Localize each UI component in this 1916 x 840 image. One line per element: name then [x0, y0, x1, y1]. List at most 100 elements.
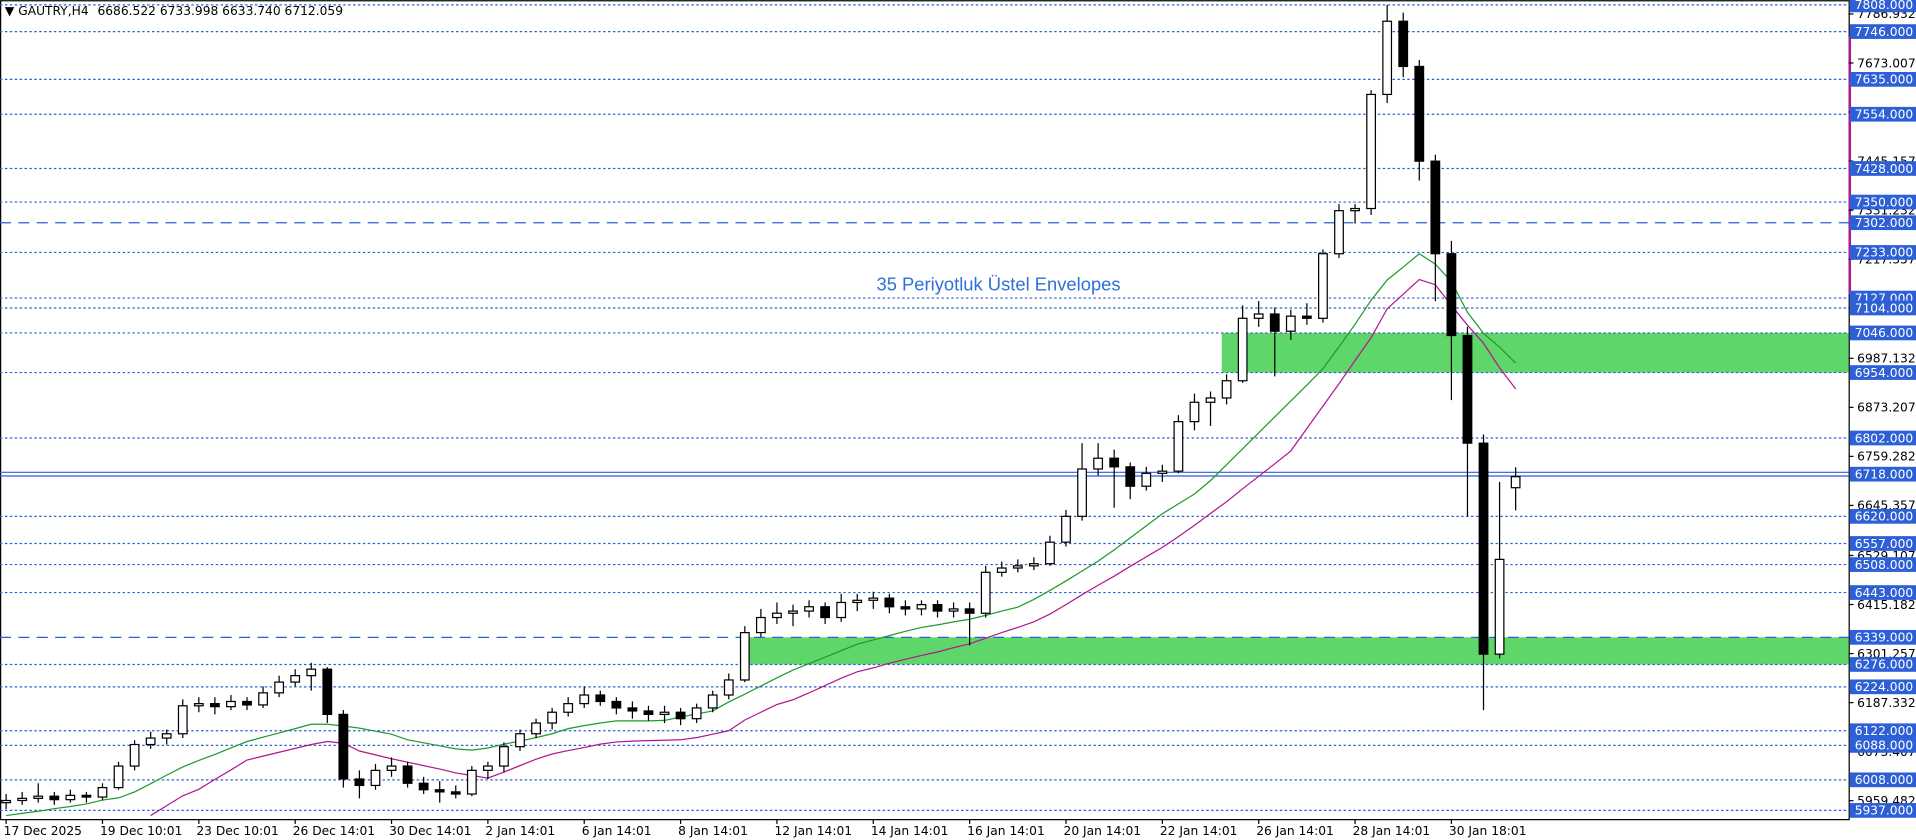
candle-body	[916, 603, 927, 610]
candle-body	[338, 713, 349, 780]
x-tick-label: 28 Jan 14:01	[1353, 824, 1431, 838]
x-tick-label: 30 Jan 18:01	[1449, 824, 1527, 838]
candle-body	[17, 797, 28, 802]
header: ▼ GAUTRY,H4 6686.522 6733.998 6633.740 6…	[5, 4, 343, 18]
candle-body	[81, 794, 92, 798]
candle-body	[434, 789, 445, 793]
candle-body	[1398, 20, 1409, 68]
candle-body	[739, 631, 750, 681]
candle-body	[113, 765, 124, 789]
candle-body	[1028, 563, 1039, 567]
level-label-box	[1849, 161, 1916, 176]
level-label-box	[1849, 466, 1916, 482]
candle-body	[65, 794, 76, 801]
level-label-box	[1849, 0, 1916, 13]
x-tick-label: 26 Jan 14:01	[1256, 824, 1334, 838]
candle-body	[450, 791, 461, 795]
candle-body	[1318, 253, 1328, 319]
level-label: 6276.000	[1855, 658, 1913, 672]
level-label: 7746.000	[1855, 25, 1913, 39]
level-label-box	[1849, 24, 1916, 39]
level-label: 6802.000	[1855, 431, 1913, 445]
level-label-box	[1849, 723, 1916, 739]
candle-body	[884, 597, 895, 608]
annotation: 35 Periyotluk Üstel Envelopes	[876, 274, 1120, 295]
level-label: 7302.000	[1855, 216, 1913, 230]
candle-body	[466, 769, 477, 795]
candle-body	[900, 606, 911, 610]
candle-body	[322, 668, 333, 716]
candle-body	[1093, 457, 1104, 470]
level-label-box	[1849, 585, 1916, 600]
candle-body	[258, 692, 268, 706]
candle-body	[755, 616, 766, 634]
x-tick-label: 23 Dec 10:01	[196, 824, 278, 838]
level-label-box	[1849, 738, 1916, 753]
candle-body	[1446, 253, 1457, 337]
candle-body	[1221, 380, 1232, 399]
candle-body	[145, 737, 156, 746]
candle-body	[611, 700, 622, 709]
header-symbol: GAUTRY,H4	[18, 4, 89, 18]
candles	[1, 4, 1521, 810]
x-tick-label: 20 Jan 14:01	[1064, 824, 1142, 838]
candle-body	[932, 603, 943, 612]
level-label-box	[1849, 629, 1916, 645]
candle-body	[627, 707, 638, 712]
level-label: 7350.000	[1855, 195, 1913, 209]
candle-body	[1157, 470, 1168, 474]
candle-body	[177, 705, 188, 735]
level-label-box	[1849, 245, 1916, 260]
level-label: 6122.000	[1855, 724, 1913, 738]
candle-body	[1285, 315, 1296, 332]
level-label: 6339.000	[1855, 631, 1913, 645]
zone	[739, 637, 1849, 665]
candle-body	[547, 711, 558, 724]
candle-body	[306, 668, 317, 677]
header-marker: ▼	[5, 4, 18, 18]
candle-body	[242, 700, 252, 706]
candle-body	[772, 612, 782, 619]
level-label: 7808.000	[1855, 0, 1913, 12]
level-label: 5937.000	[1855, 804, 1913, 818]
candle-body	[193, 703, 204, 707]
level-label-box	[1849, 72, 1916, 87]
candle-body	[418, 782, 429, 791]
level-label: 7104.000	[1855, 301, 1913, 315]
candle-body	[1414, 65, 1425, 162]
candle-body	[1077, 468, 1087, 517]
level-label: 6557.000	[1855, 537, 1913, 551]
candle-body	[515, 733, 525, 748]
level-label: 6443.000	[1855, 586, 1913, 600]
candle-body	[209, 703, 220, 708]
candle-body	[980, 571, 991, 614]
level-label: 6008.000	[1855, 773, 1913, 787]
candle-body	[1301, 315, 1312, 319]
envelopes	[6, 252, 1517, 817]
candle-body	[1269, 313, 1280, 332]
x-tick-label: 26 Dec 14:01	[293, 824, 375, 838]
level-label-box	[1849, 803, 1916, 818]
x-tick-label: 30 Dec 14:01	[389, 824, 471, 838]
candle-body	[129, 743, 140, 767]
level-label-box	[1849, 508, 1916, 524]
candle-body	[1, 799, 12, 804]
candle-body	[1237, 317, 1248, 382]
candle-body	[1012, 565, 1023, 569]
candle-body	[1061, 515, 1071, 543]
level-label: 6088.000	[1855, 739, 1913, 753]
candle-body	[1462, 334, 1473, 444]
level-label-box	[1849, 430, 1916, 446]
candle-body	[820, 606, 831, 619]
level-label: 7428.000	[1855, 162, 1913, 176]
level-label: 7635.000	[1855, 73, 1913, 87]
x-tick-label: 8 Jan 14:01	[678, 824, 748, 838]
y-tick-label: 7673.007	[1857, 56, 1915, 70]
header-open: 6686.522	[97, 4, 155, 18]
axes: 7786.9327673.0077559.0827445.1577331.232…	[4, 0, 1916, 838]
candle-body	[386, 765, 397, 771]
header-high: 6733.998	[160, 4, 218, 18]
y-tick-label: 6187.332	[1857, 696, 1915, 710]
x-tick-label: 19 Dec 10:01	[100, 824, 182, 838]
candle-body	[852, 599, 863, 604]
